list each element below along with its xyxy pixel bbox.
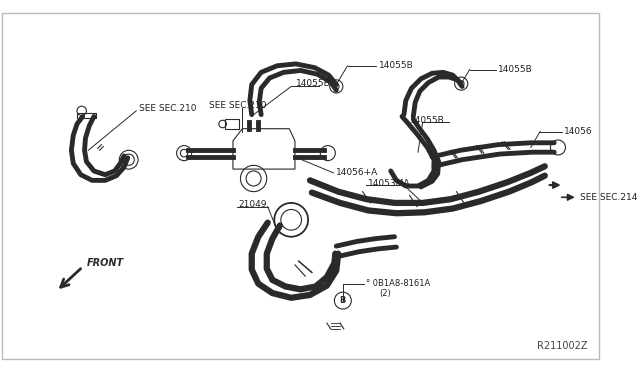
Text: 14053MA: 14053MA bbox=[368, 179, 411, 188]
Text: SEE SEC.210: SEE SEC.210 bbox=[209, 101, 266, 110]
Text: 21049: 21049 bbox=[239, 200, 267, 209]
Text: SEE SEC.214: SEE SEC.214 bbox=[580, 193, 638, 202]
Text: 14055B: 14055B bbox=[378, 61, 413, 70]
Text: 14055B: 14055B bbox=[498, 65, 532, 74]
Text: B: B bbox=[340, 296, 346, 305]
Bar bbox=[225, 119, 239, 129]
Text: SEE SEC.210: SEE SEC.210 bbox=[139, 105, 196, 113]
Text: ° 0B1A8-8161A: ° 0B1A8-8161A bbox=[366, 279, 431, 288]
Text: R211002Z: R211002Z bbox=[536, 341, 587, 351]
Text: 14056: 14056 bbox=[564, 127, 592, 136]
Text: FRONT: FRONT bbox=[86, 258, 124, 268]
Text: (2): (2) bbox=[380, 289, 391, 298]
Text: 14056+A: 14056+A bbox=[336, 169, 378, 177]
Text: 14055B: 14055B bbox=[296, 79, 331, 88]
Text: 14055B: 14055B bbox=[410, 116, 444, 125]
